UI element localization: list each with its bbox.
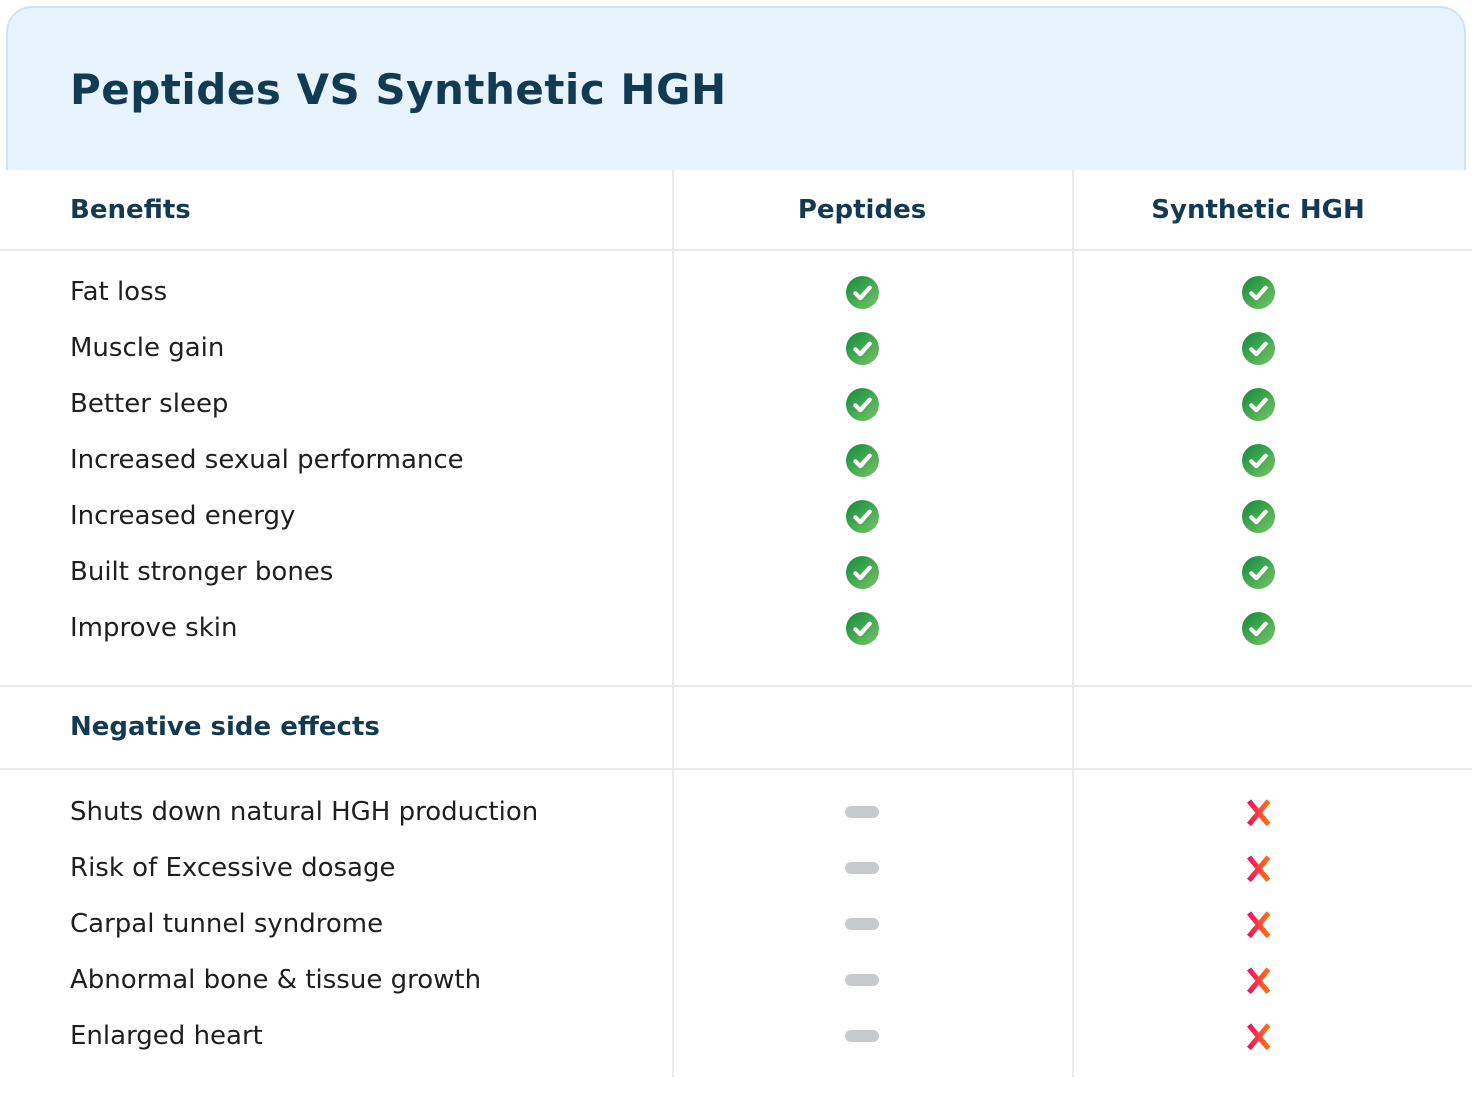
table-row: Improve skin (0, 600, 1472, 656)
column-header-synthetic-hgh: Synthetic HGH (1151, 194, 1365, 225)
negative-section-title: Negative side effects (70, 711, 380, 742)
cell-peptides (672, 488, 1072, 544)
dash-icon (845, 1030, 879, 1042)
check-icon (845, 499, 879, 533)
cell-synthetic-hgh (1072, 264, 1472, 320)
cell-synthetic-hgh (1072, 432, 1472, 488)
table-row: Shuts down natural HGH production (0, 784, 1472, 840)
row-label: Built stronger bones (70, 557, 334, 587)
cross-icon (1244, 854, 1273, 883)
table-row: Built stronger bones (0, 544, 1472, 600)
check-icon (845, 331, 879, 365)
check-icon (845, 387, 879, 421)
cell-synthetic-hgh (1072, 896, 1472, 952)
cross-icon (1244, 910, 1273, 939)
row-label: Abnormal bone & tissue growth (70, 965, 482, 995)
cell-synthetic-hgh (1072, 488, 1472, 544)
table-row: Muscle gain (0, 320, 1472, 376)
table-row: Increased sexual performance (0, 432, 1472, 488)
column-divider (1072, 170, 1074, 1077)
column-header-peptides: Peptides (797, 194, 927, 225)
cell-peptides (672, 896, 1072, 952)
negative-section-header-row: Negative side effects (0, 687, 1472, 766)
table-row: Carpal tunnel syndrome (0, 896, 1472, 952)
check-icon (1241, 387, 1275, 421)
cell-peptides (672, 840, 1072, 896)
empty-cell (1072, 687, 1472, 766)
row-divider (0, 768, 1472, 770)
cell-synthetic-hgh (1072, 840, 1472, 896)
check-icon (1241, 275, 1275, 309)
row-label: Increased sexual performance (70, 445, 464, 475)
row-label: Better sleep (70, 389, 229, 419)
check-icon (845, 555, 879, 589)
row-label: Fat loss (70, 277, 168, 307)
header-panel: Peptides VS Synthetic HGH (6, 6, 1466, 170)
row-label: Increased energy (70, 501, 296, 531)
check-icon (1241, 443, 1275, 477)
cell-synthetic-hgh (1072, 320, 1472, 376)
cell-synthetic-hgh (1072, 544, 1472, 600)
cell-peptides (672, 784, 1072, 840)
check-icon (1241, 499, 1275, 533)
cell-synthetic-hgh (1072, 952, 1472, 1008)
page-title: Peptides VS Synthetic HGH (70, 64, 727, 114)
table-row: Enlarged heart (0, 1008, 1472, 1064)
cross-icon (1244, 1022, 1273, 1051)
cell-synthetic-hgh (1072, 784, 1472, 840)
check-icon (1241, 331, 1275, 365)
dash-icon (845, 974, 879, 986)
cell-peptides (672, 376, 1072, 432)
table-row: Fat loss (0, 264, 1472, 320)
check-icon (1241, 555, 1275, 589)
cross-icon (1244, 798, 1273, 827)
dash-icon (845, 806, 879, 818)
column-divider (672, 170, 674, 1077)
table-row: Better sleep (0, 376, 1472, 432)
table-row: Risk of Excessive dosage (0, 840, 1472, 896)
cross-icon (1244, 966, 1273, 995)
cell-peptides (672, 264, 1072, 320)
check-icon (845, 275, 879, 309)
cell-peptides (672, 544, 1072, 600)
dash-icon (845, 918, 879, 930)
check-icon (845, 611, 879, 645)
negative-section: Shuts down natural HGH production Risk o… (0, 770, 1472, 1064)
benefits-section: Fat loss Muscle gain Better sleep Increa… (0, 251, 1472, 656)
row-label: Improve skin (70, 613, 238, 643)
row-label: Carpal tunnel syndrome (70, 909, 384, 939)
table-row: Abnormal bone & tissue growth (0, 952, 1472, 1008)
row-label: Muscle gain (70, 333, 225, 363)
row-divider (0, 249, 1472, 251)
row-label: Enlarged heart (70, 1021, 263, 1051)
dash-icon (845, 862, 879, 874)
check-icon (1241, 611, 1275, 645)
cell-synthetic-hgh (1072, 1008, 1472, 1064)
row-label: Shuts down natural HGH production (70, 797, 539, 827)
cell-peptides (672, 432, 1072, 488)
row-divider (0, 685, 1472, 687)
cell-peptides (672, 1008, 1072, 1064)
cell-synthetic-hgh (1072, 600, 1472, 656)
row-label: Risk of Excessive dosage (70, 853, 396, 883)
empty-cell (672, 687, 1072, 766)
table-header-row: Benefits Peptides Synthetic HGH (0, 170, 1472, 249)
cell-peptides (672, 320, 1072, 376)
cell-peptides (672, 952, 1072, 1008)
check-icon (845, 443, 879, 477)
cell-synthetic-hgh (1072, 376, 1472, 432)
table-row: Increased energy (0, 488, 1472, 544)
column-header-benefits: Benefits (70, 194, 191, 225)
cell-peptides (672, 600, 1072, 656)
